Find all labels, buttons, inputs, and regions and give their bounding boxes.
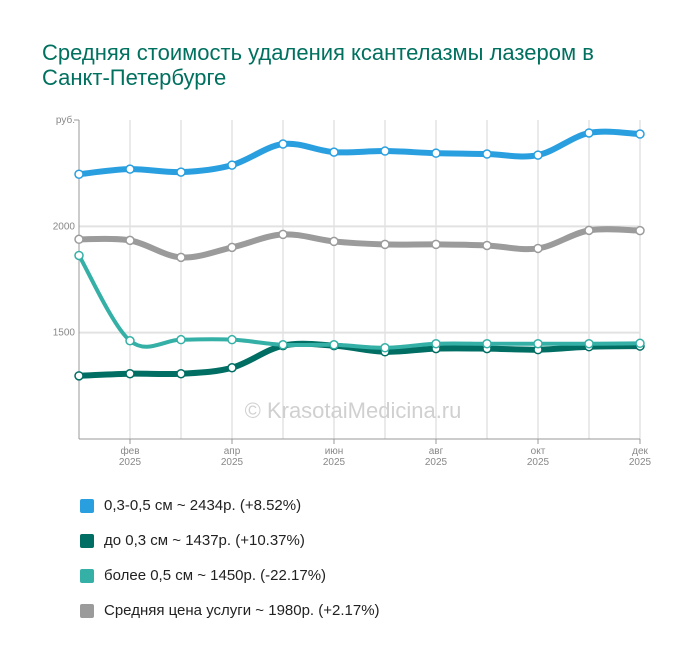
legend-swatch [80, 568, 94, 583]
data-point [176, 334, 186, 345]
x-tick-year: 2025 [323, 457, 346, 468]
data-point [74, 234, 84, 245]
legend-swatch [80, 533, 94, 548]
x-tick-year: 2025 [629, 457, 652, 468]
x-tick-month: окт [531, 446, 546, 457]
y-tick-label: 1500 [53, 328, 76, 339]
data-point [584, 225, 594, 236]
x-tick-month: июн [325, 446, 344, 457]
data-point [74, 169, 84, 179]
legend-item[interactable]: 0,3-0,5 см ~ 2434р. (+8.52%) [80, 488, 380, 523]
data-point [125, 235, 135, 246]
legend-item[interactable]: до 0,3 см ~ 1437р. (+10.37%) [80, 523, 380, 558]
legend-label: Средняя цена услуги ~ 1980р. (+2.17%) [104, 602, 380, 619]
data-point [482, 338, 492, 349]
data-point [635, 338, 645, 349]
series-line [76, 226, 643, 261]
legend-label: 0,3-0,5 см ~ 2434р. (+8.52%) [104, 497, 302, 514]
data-point [482, 149, 492, 159]
data-point [227, 242, 237, 253]
data-point [74, 371, 84, 381]
x-tick-year: 2025 [221, 457, 244, 468]
data-point [176, 252, 186, 263]
data-point [431, 239, 441, 250]
data-point [74, 250, 84, 261]
x-tick-year: 2025 [119, 457, 142, 468]
data-point [227, 334, 237, 345]
data-point [380, 343, 390, 353]
legend-swatch [80, 603, 94, 618]
data-point [125, 335, 135, 346]
data-point [431, 338, 441, 349]
data-point [584, 338, 594, 349]
legend: 0,3-0,5 см ~ 2434р. (+8.52%) до 0,3 см ~ … [80, 488, 380, 628]
data-point [482, 240, 492, 251]
data-point [227, 160, 237, 170]
legend-label: более 0,5 см ~ 1450р. (-22.17%) [104, 567, 327, 584]
chart-title: Средняя стоимость удаления ксантелазмы л… [42, 40, 594, 90]
x-tick-month: фев [120, 445, 139, 457]
x-tick-year: 2025 [425, 457, 448, 468]
legend-label: до 0,3 см ~ 1437р. (+10.37%) [104, 532, 305, 549]
data-point [533, 150, 543, 160]
legend-item[interactable]: Средняя цена услуги ~ 1980р. (+2.17%) [80, 593, 380, 628]
x-tick-month: авг [429, 446, 444, 457]
data-point [635, 129, 645, 139]
x-tick-month: апр [224, 446, 241, 457]
data-point [329, 236, 339, 247]
data-point [380, 239, 390, 250]
data-point [635, 225, 645, 236]
data-point [431, 148, 441, 158]
data-point [533, 243, 543, 254]
data-point [125, 164, 135, 174]
x-tick-month: дек [632, 446, 648, 457]
series-line [77, 253, 642, 350]
series-line [76, 128, 643, 178]
data-point [227, 363, 237, 373]
data-point [278, 139, 288, 149]
data-point [176, 167, 186, 177]
legend-swatch [80, 498, 94, 513]
x-tick-year: 2025 [527, 457, 550, 468]
data-point [176, 368, 186, 379]
data-point [329, 147, 339, 157]
data-point [125, 368, 135, 379]
legend-item[interactable]: более 0,5 см ~ 1450р. (-22.17%) [80, 558, 380, 593]
data-point [278, 340, 288, 350]
data-point [329, 340, 339, 350]
data-point [533, 338, 543, 349]
watermark: © KrasotaiMedicina.ru [245, 398, 462, 423]
series-line [76, 340, 643, 379]
data-point [278, 229, 288, 240]
data-point [380, 146, 390, 156]
y-tick-label: 2000 [53, 221, 76, 232]
y-tick-label: руб. [56, 114, 75, 126]
data-point [584, 128, 594, 138]
